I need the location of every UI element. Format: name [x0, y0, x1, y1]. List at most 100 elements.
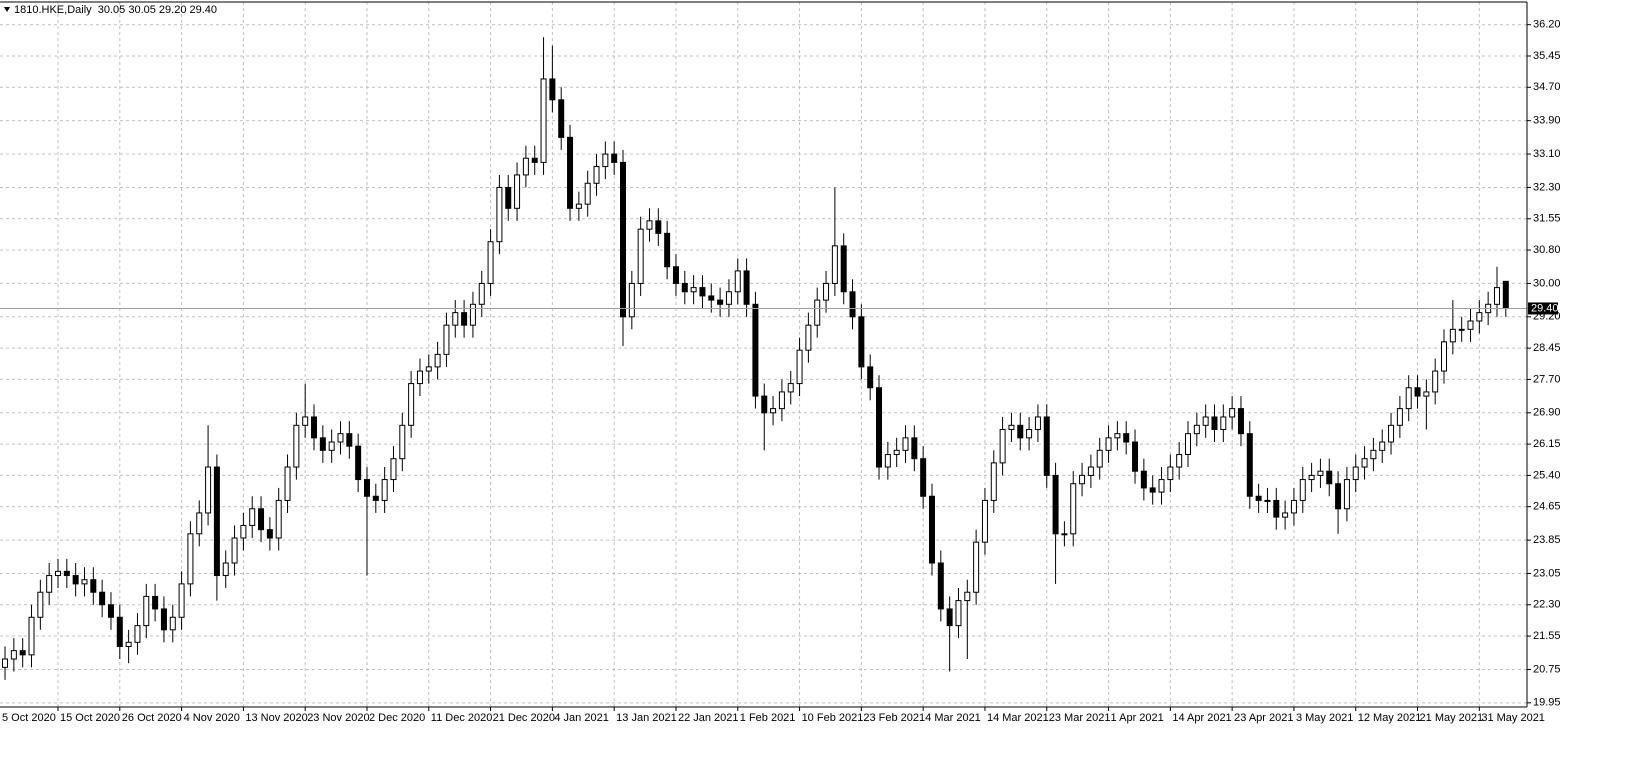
x-tick-label: 10 Feb 2021 — [802, 712, 864, 724]
x-tick-label: 15 Oct 2020 — [60, 712, 120, 724]
candle-body — [849, 291, 856, 318]
candle-body — [1193, 424, 1200, 435]
x-tick-label: 4 Mar 2021 — [925, 712, 981, 724]
x-tick-label: 2 Dec 2020 — [369, 712, 425, 724]
candle-body — [805, 324, 812, 351]
candle-body — [752, 303, 759, 397]
candle-body — [664, 232, 671, 268]
candle-body — [1467, 320, 1474, 330]
candle-body — [637, 228, 644, 284]
candle-body — [443, 324, 450, 355]
x-tick-label: 26 Oct 2020 — [122, 712, 182, 724]
candle-body — [372, 495, 379, 501]
y-tick-label: 27.70 — [1533, 373, 1561, 385]
x-tick-label: 1 Feb 2021 — [740, 712, 796, 724]
candle-body — [796, 349, 803, 385]
x-tick-label: 23 Nov 2020 — [307, 712, 369, 724]
candle-body — [549, 78, 556, 101]
candle-body — [90, 579, 97, 593]
candle-body — [973, 541, 980, 593]
candle-body — [734, 270, 741, 293]
candle-body — [981, 499, 988, 543]
candle-body — [567, 136, 574, 209]
candle-body — [990, 462, 997, 501]
candle-body — [1017, 424, 1024, 439]
candle-body — [434, 353, 441, 368]
candle-body — [1370, 449, 1377, 460]
candle-body — [1079, 474, 1086, 485]
plot — [0, 37, 1527, 680]
candle-body — [363, 479, 370, 497]
candle-body — [1476, 312, 1483, 322]
candle-body — [1335, 483, 1342, 510]
x-tick-label: 22 Jan 2021 — [678, 712, 739, 724]
candle-body — [831, 245, 838, 284]
candle-body — [1264, 499, 1271, 502]
candle-body — [1149, 487, 1156, 493]
candle-body — [390, 458, 397, 481]
x-tick-label: 3 May 2021 — [1296, 712, 1353, 724]
candle-body — [1458, 328, 1465, 331]
candle-body — [1290, 499, 1297, 514]
candle-body — [761, 395, 768, 414]
candle-body — [1326, 470, 1333, 485]
x-tick-label: 31 May 2021 — [1481, 712, 1545, 724]
x-tick-label: 11 Dec 2020 — [431, 712, 493, 724]
candle-body — [134, 625, 141, 643]
candle-body — [452, 312, 459, 326]
candle-body — [425, 366, 432, 372]
x-tick-label: 5 Oct 2020 — [2, 712, 56, 724]
candle-body — [1308, 474, 1315, 481]
candle-body — [655, 220, 662, 234]
candle-body — [1502, 280, 1509, 309]
candle-body — [205, 466, 212, 514]
candle-body — [540, 78, 547, 163]
candle-body — [699, 287, 706, 297]
candle-body — [1026, 428, 1033, 439]
candle-body — [37, 591, 44, 618]
last-price-tag — [1528, 302, 1558, 315]
y-tick-label: 23.05 — [1533, 567, 1561, 579]
candle-body — [584, 182, 591, 205]
candle-body — [81, 579, 88, 585]
candle-body — [231, 537, 238, 564]
candle-body — [725, 291, 732, 305]
candle-body — [178, 583, 185, 618]
candle-body — [46, 575, 53, 593]
candle-body — [1273, 499, 1280, 518]
y-tick-label: 31.55 — [1533, 213, 1561, 225]
candle-body — [1282, 512, 1289, 518]
candle-body — [1361, 458, 1368, 468]
candle-body — [266, 529, 273, 539]
candle-body — [275, 499, 282, 539]
candle-body — [1202, 416, 1209, 426]
candle-body — [1432, 370, 1439, 393]
candle-body — [814, 299, 821, 326]
candle-body — [381, 479, 388, 501]
menu-arrow[interactable] — [4, 7, 10, 12]
candle-body — [1493, 287, 1500, 305]
candle-body — [1052, 474, 1059, 535]
y-tick-label: 34.70 — [1533, 81, 1561, 93]
candle-body — [355, 445, 362, 481]
candle-body — [593, 166, 600, 184]
candle-body — [469, 303, 476, 326]
candle-body — [611, 153, 618, 163]
candle-body — [646, 220, 653, 230]
candle-body — [558, 99, 565, 138]
candle-body — [743, 270, 750, 305]
y-tick-label: 25.40 — [1533, 469, 1561, 481]
x-tick-label: 4 Jan 2021 — [554, 712, 608, 724]
candle-body — [787, 383, 794, 393]
candle-body — [778, 391, 785, 410]
candle-body — [575, 203, 582, 209]
candle-body — [1176, 454, 1183, 468]
candle-body — [1414, 387, 1421, 397]
candle-body — [399, 424, 406, 460]
candle-body — [1379, 441, 1386, 451]
candle-body — [690, 287, 697, 293]
y-tick-label: 19.95 — [1533, 697, 1561, 709]
candle-body — [681, 282, 688, 293]
candle-body — [1423, 391, 1430, 397]
